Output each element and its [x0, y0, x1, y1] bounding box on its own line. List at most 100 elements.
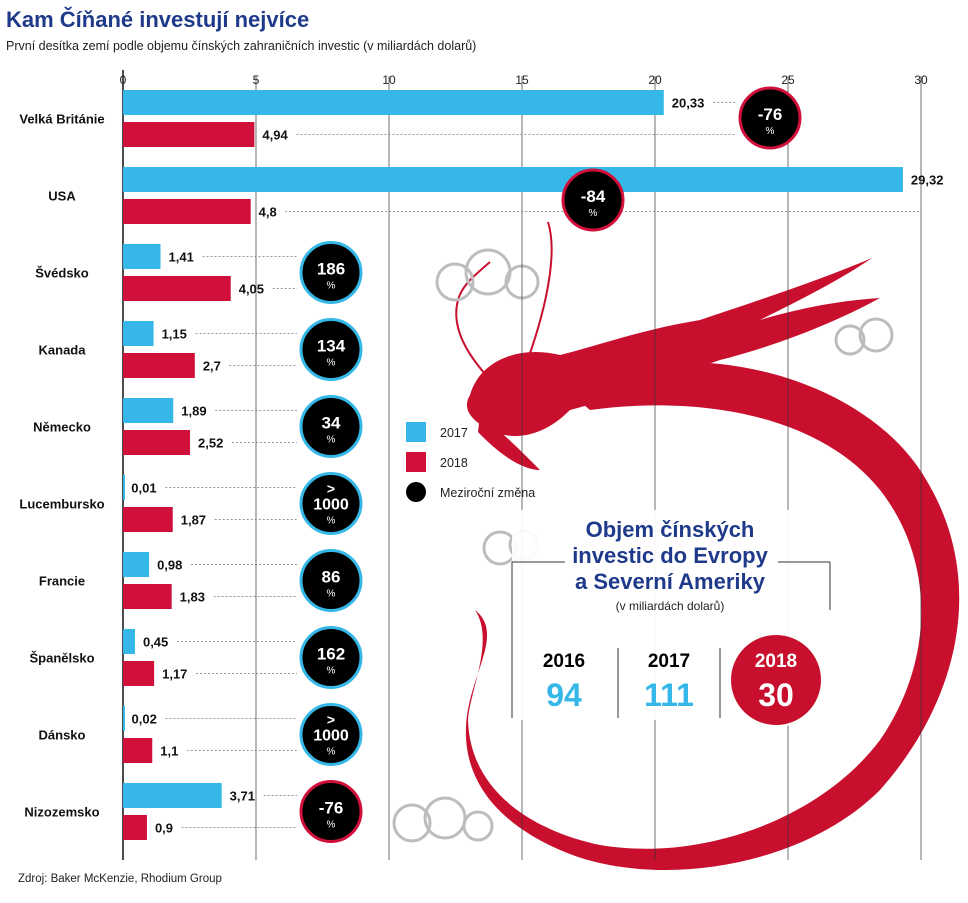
bar-2017 [123, 475, 125, 500]
legend-label: 2017 [440, 426, 468, 440]
bar-2018 [123, 353, 195, 378]
x-tick-label: 20 [648, 73, 662, 87]
legend-swatch-change [406, 482, 426, 502]
bar-label-2017: 0,45 [143, 635, 168, 650]
change-unit: % [327, 281, 336, 292]
change-circle [561, 168, 625, 232]
category-label: Německo [33, 420, 91, 435]
inset-year-2018: 2018 [755, 651, 797, 672]
category-labels: Velká Británie USA Švédsko Kanada Německo Luc… [19, 112, 104, 820]
category-label: USA [48, 189, 76, 204]
category-label: Švédsko [35, 266, 89, 281]
bar-2017 [123, 167, 903, 192]
category-label: Nizozemsko [24, 805, 99, 820]
change-unit: % [327, 516, 336, 527]
change-unit: % [327, 435, 336, 446]
inset-subtitle: (v miliardách dolarů) [616, 599, 725, 613]
change-unit: % [327, 747, 336, 758]
change-circle [299, 318, 363, 381]
change-circles: -76% -84% 186% 134% 34% >1000% 86% 162% >1000% -7… [299, 86, 802, 843]
bar-label-2018: 1,1 [160, 744, 178, 759]
bar-label-2018: 1,83 [180, 590, 205, 605]
bar-label-2018: 2,52 [198, 436, 223, 451]
change-circle [299, 241, 363, 304]
x-tick-label: 5 [253, 73, 260, 87]
x-tick-labels: 0 5 10 15 20 25 30 [120, 73, 928, 87]
inset-title-line: a Severní Ameriky [575, 569, 766, 594]
bar-value-labels: 20,33 4,94 29,32 4,8 1,41 4,05 1,15 2,7 1,89 2,52… [131, 96, 943, 836]
bar-label-2018: 4,94 [262, 128, 288, 143]
bar-2017 [123, 552, 150, 577]
bar-label-2017: 1,15 [162, 327, 187, 342]
bar-2017 [123, 321, 154, 346]
bar-2017 [123, 90, 664, 115]
x-tick-label: 0 [120, 73, 127, 87]
dragon-whisker [519, 221, 553, 381]
change-value: 1000 [313, 497, 349, 514]
x-tick-label: 30 [914, 73, 928, 87]
bar-2018 [123, 430, 191, 455]
bar-2017 [123, 629, 135, 654]
inset-circle-2018 [729, 633, 823, 727]
bar-label-2017: 20,33 [672, 96, 705, 111]
bar-label-2018: 1,87 [181, 513, 206, 528]
x-tick-label: 25 [781, 73, 795, 87]
bar-2017 [123, 706, 125, 731]
bar-label-2018: 1,17 [162, 667, 187, 682]
bar-label-2017: 0,01 [131, 481, 156, 496]
bar-label-2018: 0,9 [155, 821, 173, 836]
bar-label-2018: 2,7 [203, 359, 221, 374]
inset-title-line: investic do Evropy [572, 543, 768, 568]
bar-label-2017: 0,02 [132, 712, 157, 727]
bar-label-2017: 29,32 [911, 173, 944, 188]
dragon-illustration [392, 221, 960, 870]
change-value: 162 [317, 645, 345, 664]
change-unit: % [327, 666, 336, 677]
bar-2017 [123, 244, 161, 269]
change-value: > [327, 712, 335, 728]
bar-label-2017: 1,41 [169, 250, 194, 265]
change-circle [299, 472, 363, 535]
change-value: > [327, 481, 335, 497]
legend-label: 2018 [440, 456, 468, 470]
dragon-head [466, 258, 880, 436]
inset-title-line: Objem čínských [586, 517, 755, 542]
category-label: Kanada [39, 343, 87, 358]
inset-value-2017: 111 [644, 677, 694, 713]
bar-2018 [123, 507, 173, 532]
change-unit: % [327, 820, 336, 831]
bar-2018 [123, 276, 231, 301]
bar-label-2017: 0,98 [157, 558, 182, 573]
bar-2017 [123, 398, 174, 423]
change-circle [299, 626, 363, 689]
chart-subtitle: První desítka zemí podle objemu čínských… [6, 39, 476, 53]
bar-label-2018: 4,8 [259, 205, 277, 220]
inset-year-2016: 2016 [543, 651, 585, 672]
change-circle [299, 395, 363, 458]
inset-value-2018: 30 [758, 677, 794, 713]
change-unit: % [327, 358, 336, 369]
category-label: Lucembursko [19, 497, 104, 512]
x-tick-label: 10 [382, 73, 396, 87]
change-unit: % [589, 208, 598, 219]
x-tick-label: 15 [515, 73, 529, 87]
category-label: Dánsko [39, 728, 86, 743]
bar-2018 [123, 584, 172, 609]
bar-label-2017: 1,89 [181, 404, 206, 419]
legend-label: Meziroční změna [440, 486, 535, 500]
source-note: Zdroj: Baker McKenzie, Rhodium Group [18, 873, 222, 885]
inset-summary: Objem čínských investic do Evropy a Seve… [511, 510, 832, 727]
bars [123, 90, 903, 840]
bar-2017 [123, 783, 222, 808]
bar-2018 [123, 738, 153, 763]
bar-label-2017: 3,71 [230, 789, 255, 804]
change-unit: % [766, 126, 775, 137]
category-label: Velká Británie [19, 112, 104, 127]
dragon-whisker [455, 261, 501, 391]
category-label: Španělsko [29, 651, 94, 666]
legend-swatch-2017 [406, 422, 426, 442]
change-circle [299, 549, 363, 612]
inset-year-2017: 2017 [648, 651, 690, 672]
change-circle [738, 86, 802, 150]
